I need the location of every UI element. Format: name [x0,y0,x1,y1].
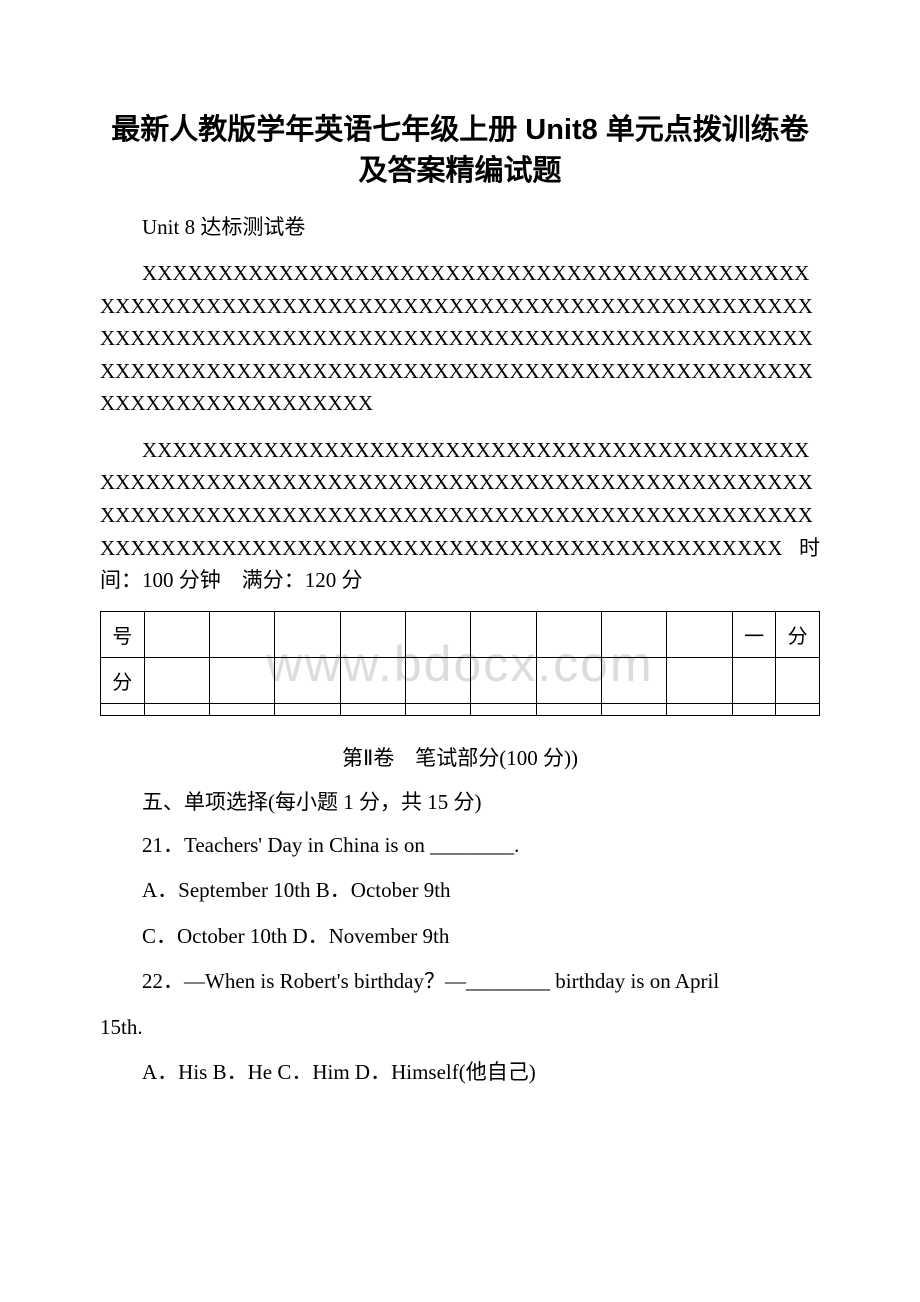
filler-block-1: XXXXXXXXXXXXXXXXXXXXXXXXXXXXXXXXXXXXXXXX… [100,257,820,420]
table-cell: 分 [776,611,820,657]
table-cell [275,657,340,703]
table-cell [536,703,601,715]
table-cell [406,703,471,715]
table-cell [209,703,274,715]
section-roman-heading: 第Ⅱ卷 笔试部分(100 分)) [100,742,820,772]
table-cell [471,611,536,657]
table-cell [732,703,776,715]
table-cell [144,611,209,657]
question-21-stem: 21．Teachers' Day in China is on ________… [142,830,820,862]
table-cell [209,611,274,657]
table-cell [340,703,405,715]
table-cell [602,611,667,657]
table-cell [340,657,405,703]
table-cell: 一 [732,611,776,657]
score-table: 号 一 分 分 [100,611,820,716]
table-cell [340,611,405,657]
table-cell [776,657,820,703]
doc-subtitle: Unit 8 达标测试卷 [142,211,820,241]
question-22-stem-b: 15th. [100,1012,820,1044]
table-cell [275,611,340,657]
table-cell [275,703,340,715]
table-row: 号 一 分 [101,611,820,657]
table-cell [144,703,209,715]
table-cell [471,657,536,703]
question-22-options: A．His B．He C．Him D．Himself(他自己) [142,1057,820,1089]
question-21-options-2: C．October 10th D．November 9th [142,921,820,953]
table-row [101,703,820,715]
question-22-stem-a: 22．—When is Robert's birthday？—________ … [142,966,820,998]
table-cell [536,657,601,703]
table-cell: 号 [101,611,145,657]
table-cell [471,703,536,715]
table-cell [667,703,732,715]
table-cell [406,611,471,657]
table-cell [144,657,209,703]
table-cell [667,657,732,703]
table-cell: 分 [101,657,145,703]
table-cell [732,657,776,703]
table-cell [602,657,667,703]
table-cell [406,657,471,703]
table-cell [101,703,145,715]
table-cell [776,703,820,715]
table-cell [536,611,601,657]
table-row: 分 [101,657,820,703]
section-heading: 五、单项选择(每小题 1 分，共 15 分) [142,786,820,816]
table-cell [209,657,274,703]
question-21-options-1: A．September 10th B．October 9th [142,875,820,907]
doc-title: 最新人教版学年英语七年级上册 Unit8 单元点拨训练卷及答案精编试题 [100,110,820,191]
table-cell [667,611,732,657]
filler-block-2: XXXXXXXXXXXXXXXXXXXXXXXXXXXXXXXXXXXXXXXX… [100,434,820,597]
table-cell [602,703,667,715]
